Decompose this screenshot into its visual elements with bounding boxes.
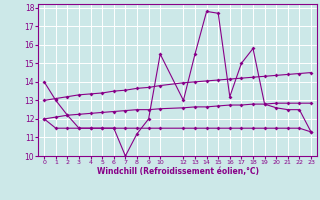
X-axis label: Windchill (Refroidissement éolien,°C): Windchill (Refroidissement éolien,°C): [97, 167, 259, 176]
